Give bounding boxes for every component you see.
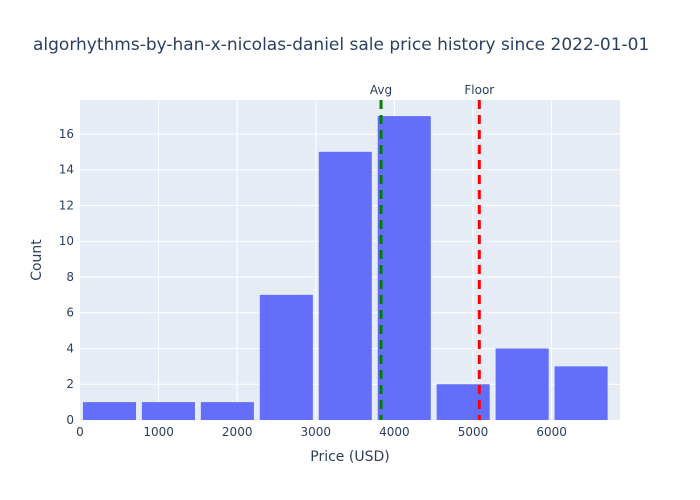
- chart-title: algorhythms-by-han-x-nicolas-daniel sale…: [33, 35, 649, 55]
- y-tick-label: 10: [59, 234, 74, 248]
- x-tick-label: 5000: [458, 425, 489, 439]
- bar: [259, 294, 313, 420]
- bar: [377, 116, 431, 420]
- y-tick-label: 14: [59, 163, 74, 177]
- reference-line-label: Avg: [370, 83, 392, 97]
- y-tick-label: 4: [66, 341, 74, 355]
- bars: [82, 116, 608, 421]
- reference-line-label: Floor: [464, 83, 494, 97]
- reference-lines: Avg Floor: [370, 83, 494, 420]
- bar: [141, 402, 195, 420]
- y-tick-labels: 0 2 4 6 8 10 12 14 16: [59, 127, 74, 427]
- bar: [82, 402, 137, 420]
- x-tick-label: 1000: [143, 425, 174, 439]
- x-axis-title: Price (USD): [310, 449, 389, 465]
- y-tick-label: 16: [59, 127, 74, 141]
- y-tick-label: 6: [66, 306, 74, 320]
- y-tick-label: 0: [66, 413, 74, 427]
- bar: [554, 366, 608, 420]
- y-axis-title: Count: [29, 239, 45, 281]
- x-tick-label: 3000: [301, 425, 332, 439]
- y-tick-label: 12: [59, 198, 74, 212]
- bar: [318, 151, 372, 421]
- x-tick-label: 6000: [536, 425, 567, 439]
- y-tick-label: 2: [66, 377, 74, 391]
- x-tick-label: 4000: [379, 425, 410, 439]
- bar: [495, 348, 549, 420]
- x-tick-labels: 0 1000 2000 3000 4000 5000 6000: [76, 425, 567, 439]
- y-tick-label: 8: [66, 270, 74, 284]
- bar: [200, 402, 254, 420]
- x-tick-label: 0: [76, 425, 84, 439]
- x-tick-label: 2000: [222, 425, 253, 439]
- bar: [436, 384, 490, 420]
